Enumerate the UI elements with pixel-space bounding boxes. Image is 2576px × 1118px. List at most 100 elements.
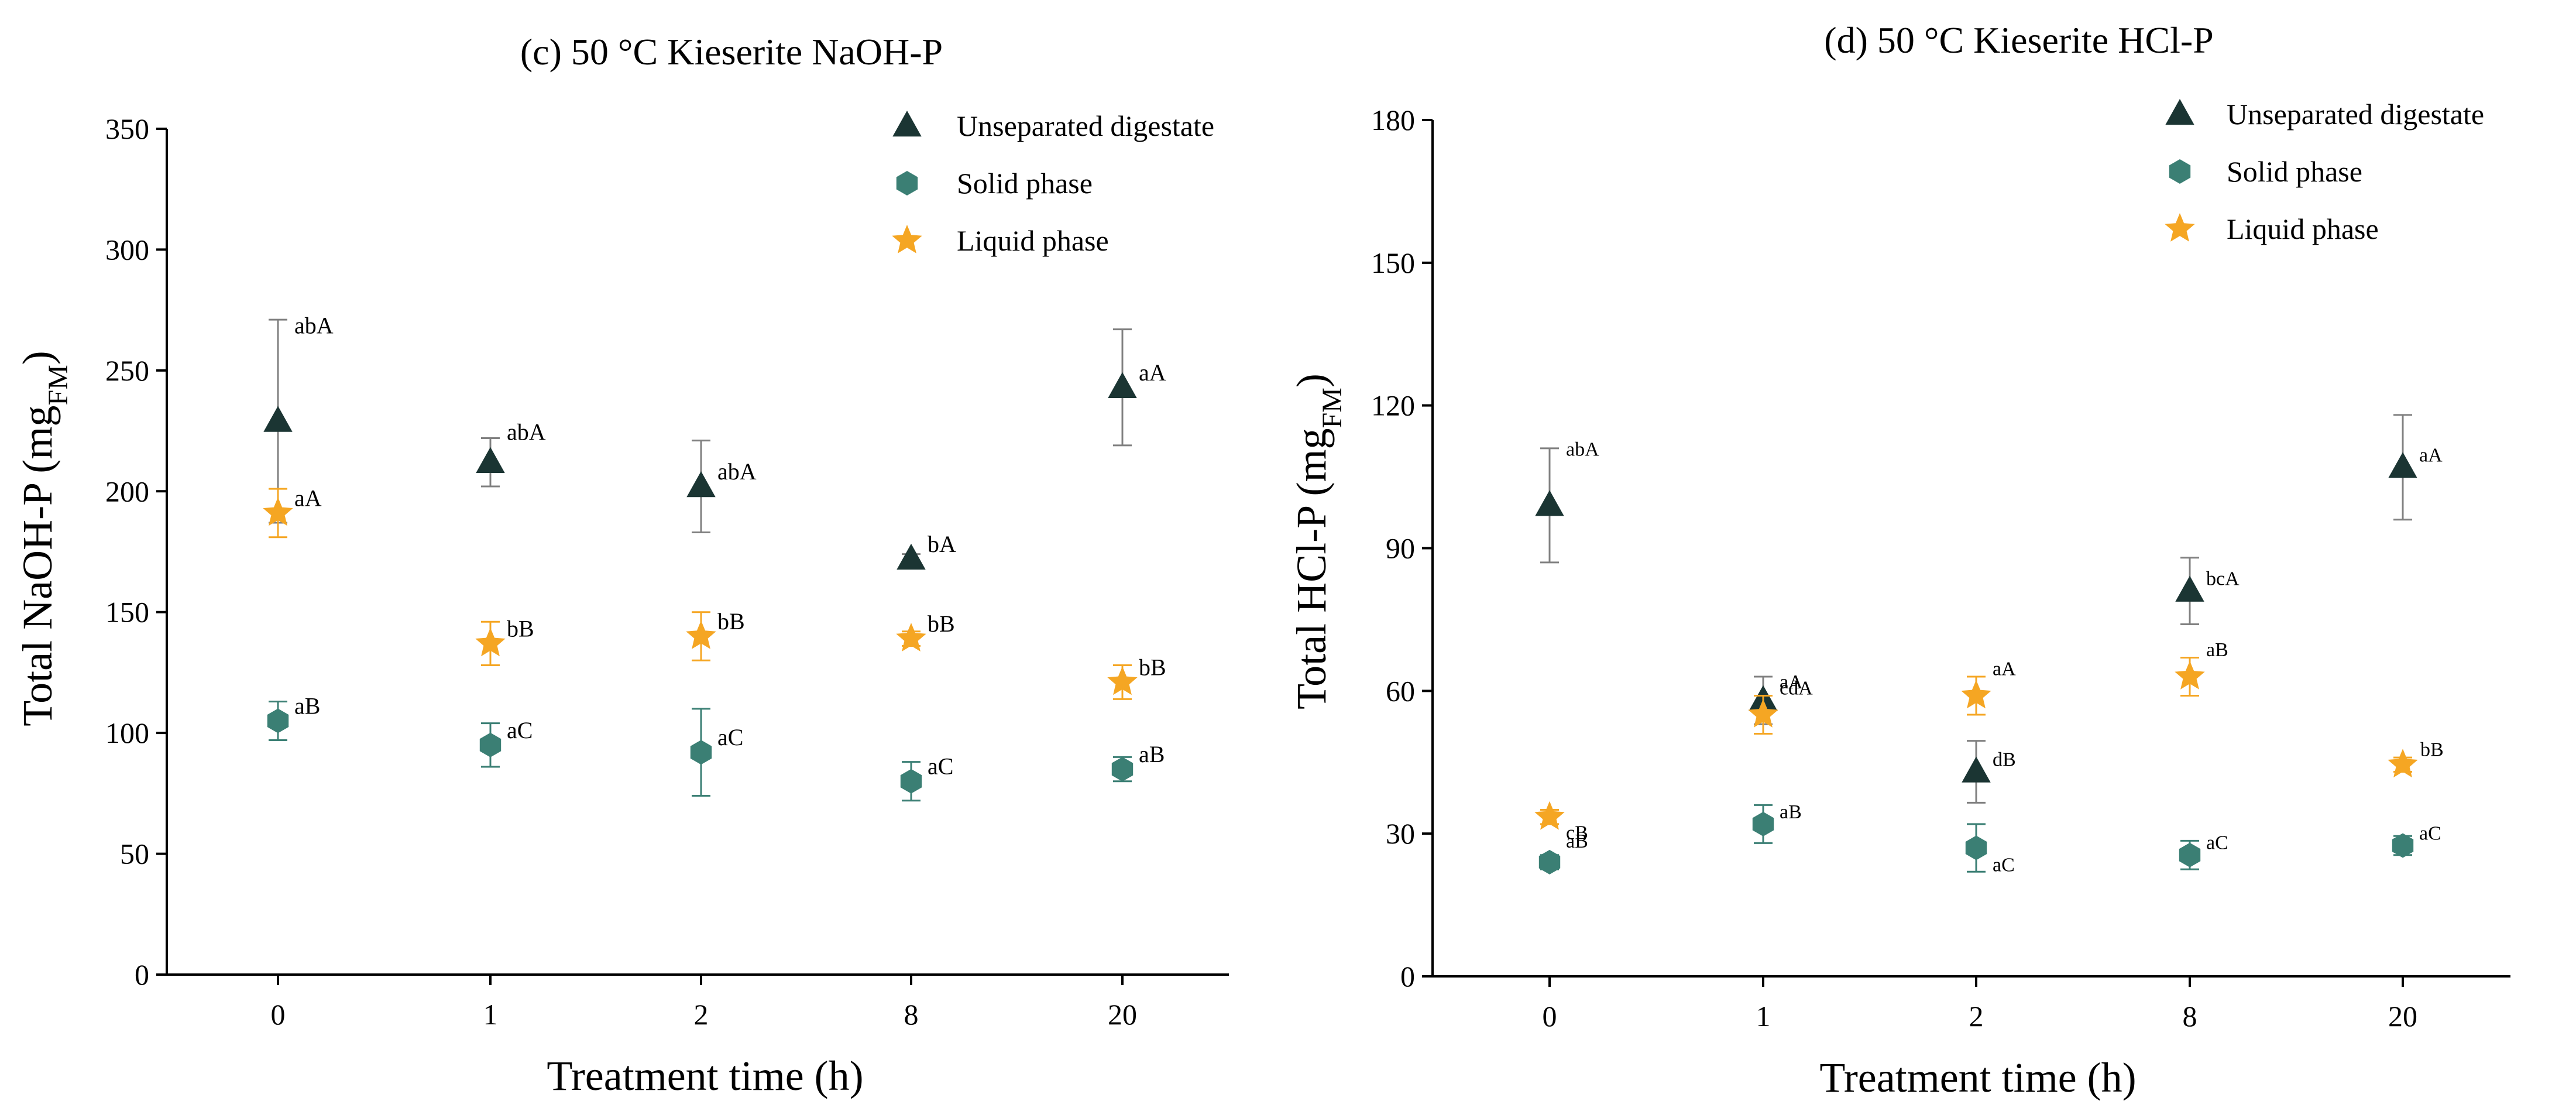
data-point-hexagon	[479, 732, 502, 757]
chart-hcl-p: (d) 50 °C Kieserite HCl-P Total HCl-P (m…	[1288, 19, 2510, 1101]
legend-label: Unseparated digestate	[957, 109, 1214, 142]
data-point-triangle	[476, 447, 505, 473]
significance-label: bA	[928, 531, 956, 557]
legend-label: Solid phase	[957, 167, 1093, 200]
legend-marker-hexagon	[2169, 159, 2191, 184]
significance-label: aB	[2206, 639, 2228, 661]
y-tick-label: 120	[1371, 389, 1415, 422]
data-point-hexagon	[1752, 811, 1774, 836]
significance-label: bB	[507, 615, 534, 642]
data-point-triangle	[2388, 452, 2417, 478]
legend-label: Solid phase	[2227, 155, 2362, 188]
data-point-hexagon	[1965, 835, 1987, 860]
significance-label: aC	[2206, 832, 2228, 854]
data-point-hexagon	[2392, 833, 2414, 858]
significance-label: aB	[1566, 831, 1588, 852]
data-point-triangle	[1962, 756, 1991, 783]
y-tick-label: 60	[1386, 674, 1415, 707]
legend-marker-star	[2165, 213, 2195, 242]
legend-item: Solid phase	[2169, 155, 2362, 188]
data-point-hexagon	[900, 769, 922, 794]
y-tick-label: 150	[1371, 246, 1415, 279]
legend-label: Unseparated digestate	[2227, 98, 2484, 131]
x-tick-label: 1	[483, 998, 498, 1031]
y-tick-label: 350	[105, 112, 149, 145]
significance-label: aC	[2419, 822, 2441, 844]
y-axis-label: Total NaOH-P (mgFM)	[14, 351, 74, 726]
legend-marker-triangle	[892, 111, 922, 137]
y-tick-label: 150	[105, 596, 149, 629]
legend-marker-hexagon	[896, 171, 918, 196]
significance-label: aC	[507, 717, 533, 743]
data-point-star	[2175, 661, 2205, 690]
significance-label: abA	[294, 313, 334, 339]
data-point-star	[1534, 801, 1565, 830]
x-tick-label: 8	[904, 998, 919, 1031]
chart-title: (c) 50 °C Kieserite NaOH-P	[520, 31, 943, 73]
data-point-star	[263, 497, 293, 526]
x-tick-label: 1	[1756, 1000, 1771, 1033]
significance-label: aC	[1993, 855, 2015, 876]
data-point-hexagon	[690, 740, 712, 765]
chart-naoh-p: (c) 50 °C Kieserite NaOH-P Total NaOH-P …	[14, 31, 1229, 1099]
axes: 0 50 100 150 200 250 300 350 0 1 2 8 20	[105, 112, 1229, 1031]
series-star: cB aA aA aB bB	[1534, 639, 2444, 844]
x-tick-label: 8	[2183, 1000, 2197, 1033]
series-hexagon: aB aB aC aC aC	[1538, 801, 2441, 876]
significance-label: bB	[928, 611, 955, 637]
series-triangle: abA cdA dB bcA aA	[1535, 414, 2443, 804]
axes: 0 30 60 90 120 150 180 0 1 2 8 20	[1371, 104, 2510, 1033]
significance-label: bB	[1139, 654, 1166, 680]
significance-label: bcA	[2206, 568, 2240, 590]
data-point-star	[896, 623, 926, 651]
significance-label: aA	[1139, 359, 1166, 386]
data-marks: abA abA abA bA aA aB aC aC aC aB aA bB bB bB bB	[263, 313, 1166, 802]
legend-marker-star	[892, 225, 922, 253]
significance-label: bB	[717, 608, 745, 635]
x-tick-label: 2	[694, 998, 709, 1031]
data-point-triangle	[2175, 575, 2204, 602]
data-point-triangle	[263, 406, 293, 432]
series-hexagon: aB aC aC aC aB	[267, 693, 1165, 802]
y-tick-label: 90	[1386, 532, 1415, 565]
legend: Unseparated digestate Solid phase Liquid p…	[2165, 98, 2484, 245]
significance-label: aB	[1139, 741, 1165, 767]
significance-label: aA	[1780, 671, 1803, 693]
data-point-triangle	[686, 471, 716, 498]
significance-label: aC	[928, 753, 953, 780]
legend-item: Unseparated digestate	[892, 109, 1214, 142]
y-tick-label: 0	[1400, 960, 1415, 993]
data-point-hexagon	[2179, 842, 2201, 867]
data-point-hexagon	[1538, 849, 1561, 874]
y-tick-label: 250	[105, 354, 149, 387]
significance-label: cdA	[1780, 678, 1813, 699]
legend-item: Solid phase	[896, 167, 1093, 200]
series-triangle: abA abA abA bA aA	[263, 313, 1166, 570]
significance-label: aC	[717, 724, 743, 750]
significance-label: bB	[2420, 739, 2444, 760]
legend-item: Unseparated digestate	[2165, 98, 2484, 131]
significance-label: cB	[1566, 822, 1588, 844]
data-point-hexagon	[1111, 757, 1134, 782]
significance-label: abA	[717, 458, 757, 485]
legend-item: Liquid phase	[892, 224, 1109, 257]
x-tick-label: 20	[1108, 998, 1137, 1031]
data-point-star	[2388, 749, 2418, 778]
data-point-star	[1107, 666, 1138, 695]
data-point-star	[1748, 699, 1778, 728]
y-tick-label: 0	[135, 958, 149, 991]
legend-marker-triangle	[2165, 99, 2194, 125]
data-point-triangle	[1108, 372, 1137, 398]
significance-label: aB	[294, 693, 320, 719]
significance-label: aA	[2419, 444, 2443, 466]
x-axis-label: Treatment time (h)	[1819, 1054, 2136, 1101]
data-point-star	[475, 627, 506, 657]
y-axis-label: Total HCl-P (mgFM)	[1288, 373, 1348, 709]
x-tick-label: 20	[2388, 1000, 2417, 1033]
significance-label: aA	[1993, 658, 2016, 680]
significance-label: dB	[1993, 749, 2016, 771]
y-tick-label: 50	[120, 838, 149, 870]
legend-label: Liquid phase	[957, 224, 1109, 257]
legend-item: Liquid phase	[2165, 212, 2379, 245]
data-point-hexagon	[267, 708, 289, 733]
